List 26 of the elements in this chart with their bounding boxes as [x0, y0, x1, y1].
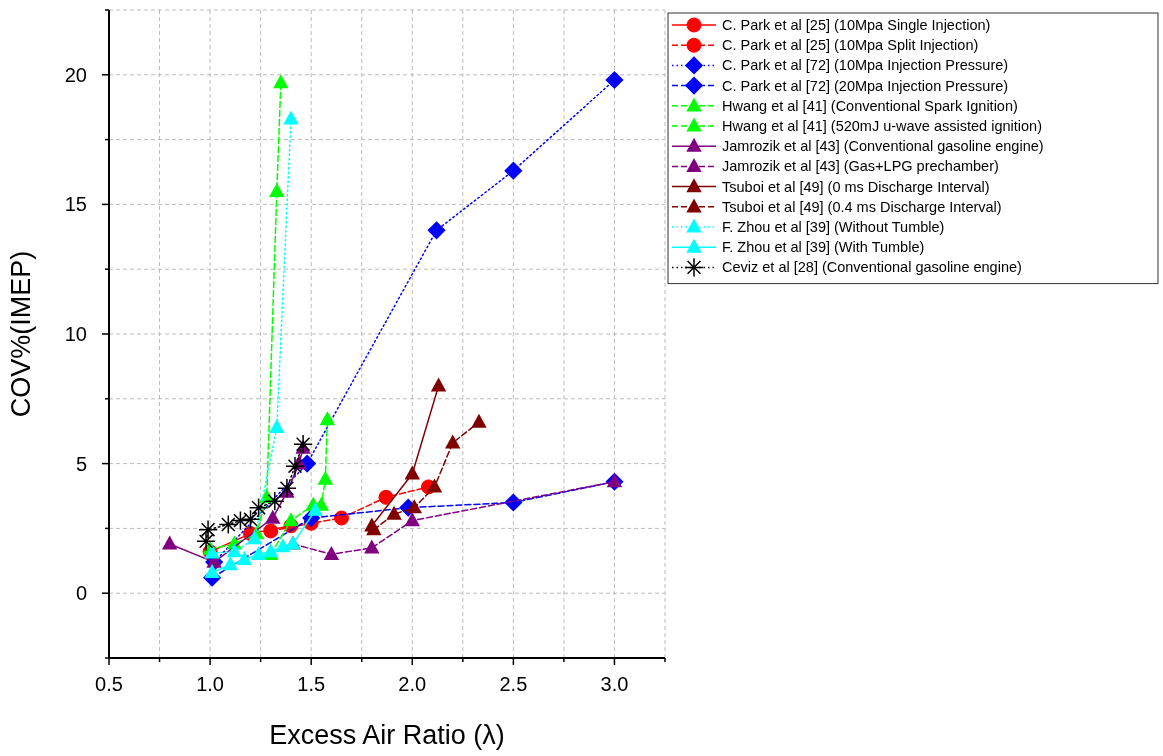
- legend-label: Jamrozik et al [43] (Gas+LPG prechamber): [722, 158, 999, 175]
- x-tick-label: 1.0: [196, 673, 224, 695]
- legend-label: Hwang et al [41] (Conventional Spark Ignition): [722, 97, 1018, 114]
- legend-label: C. Park et al [72] (20Mpa Injection Pressure): [722, 77, 1009, 94]
- x-tick-label: 1.5: [297, 673, 326, 695]
- y-tick-label: 15: [64, 193, 87, 216]
- y-axis-title: COV%(IMEP): [6, 250, 36, 418]
- x-tick-label: 3.0: [600, 673, 629, 695]
- y-tick-label: 5: [75, 452, 87, 475]
- x-axis-title: Excess Air Ratio (λ): [269, 720, 505, 750]
- legend-label: Tsuboi et al [49] (0.4 ms Discharge Interval): [722, 198, 1002, 215]
- y-tick-label: 20: [64, 63, 87, 86]
- legend-label: C. Park et al [25] (10Mpa Split Injection): [722, 37, 979, 54]
- y-tick-label: 10: [64, 323, 87, 345]
- x-tick-label: 0.5: [95, 673, 123, 695]
- legend-label: Tsuboi et al [49] (0 ms Discharge Interval): [722, 178, 990, 195]
- legend-label: Hwang et al [41] (520mJ u-wave assisted ignition): [722, 118, 1042, 135]
- y-tick-label: 0: [75, 582, 87, 605]
- legend-label: F. Zhou et al [39] (With Tumble): [722, 239, 925, 256]
- x-tick-label: 2.0: [398, 673, 427, 695]
- legend-label: F. Zhou et al [39] (Without Tumble): [722, 219, 945, 236]
- legend-label: C. Park et al [25] (10Mpa Single Injection): [722, 17, 991, 34]
- legend-label: Ceviz et al [28] (Conventional gasoline engine): [722, 259, 1022, 276]
- legend-label: C. Park et al [72] (10Mpa Injection Pressure): [722, 57, 1009, 74]
- legend-label: Jamrozik et al [43] (Conventional gasoline engine): [722, 138, 1044, 155]
- x-tick-label: 2.5: [499, 673, 528, 695]
